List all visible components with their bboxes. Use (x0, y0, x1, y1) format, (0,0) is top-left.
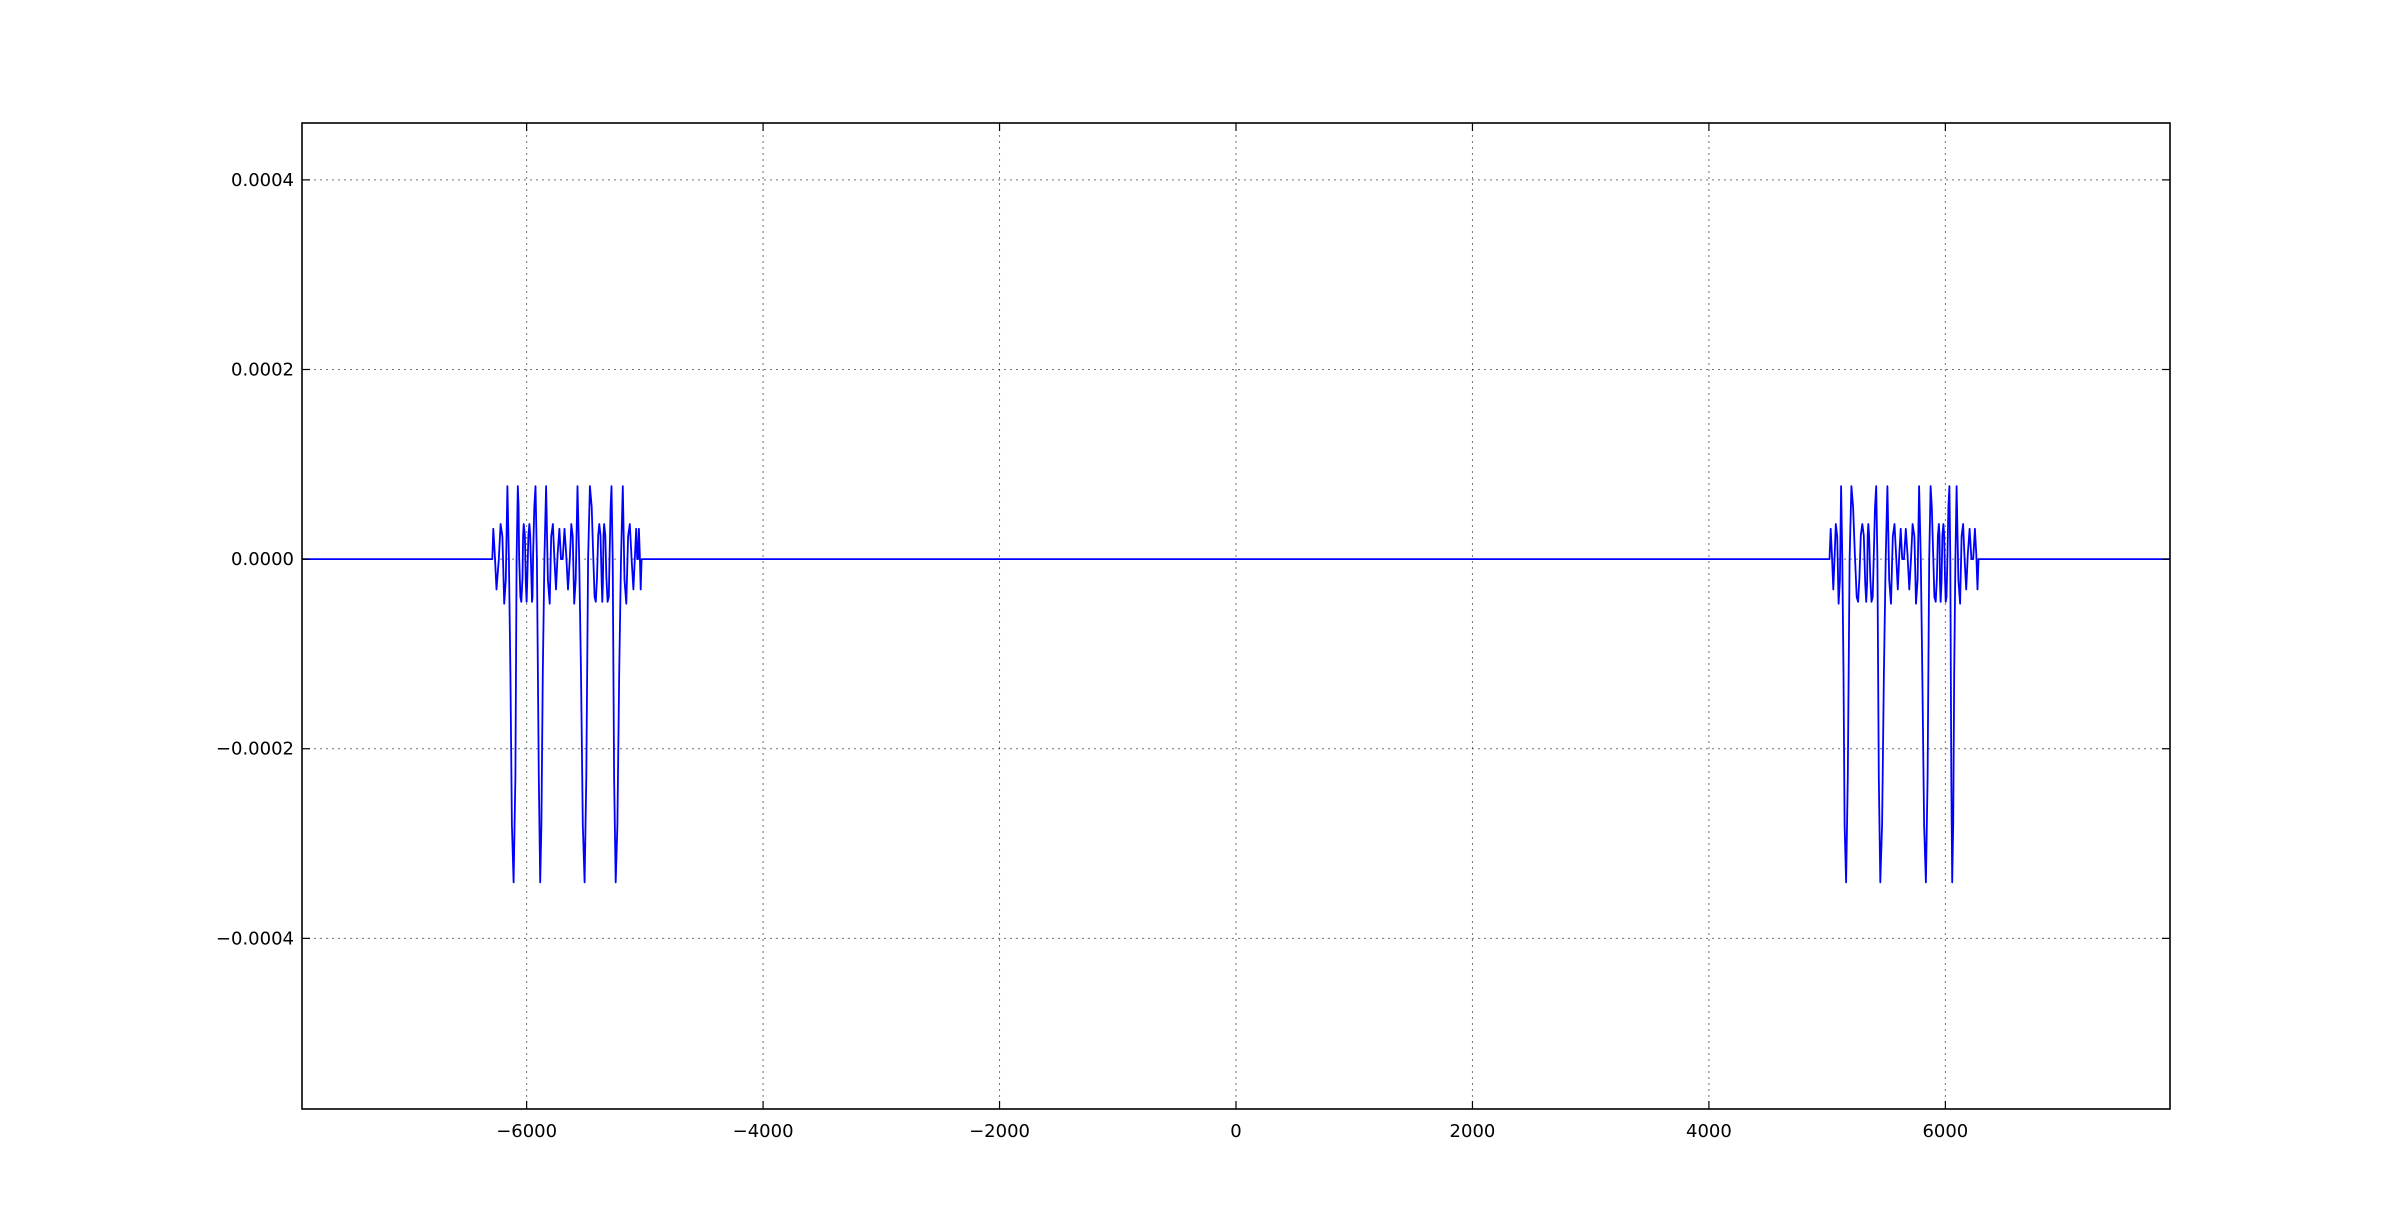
grid (302, 123, 2170, 1109)
plot-area (302, 485, 2170, 884)
series-line-0 (302, 485, 2170, 884)
x-tick-label: −6000 (496, 1121, 557, 1142)
y-tick-label: 0.0000 (231, 549, 294, 570)
x-tick-label: −2000 (969, 1121, 1030, 1142)
x-axis-tick-labels: −6000 −4000 −2000 0 2000 4000 6000 (496, 1121, 1968, 1142)
y-tick-label: −0.0004 (216, 928, 294, 949)
x-tick-label: 0 (1230, 1121, 1241, 1142)
axis-ticks (302, 123, 2170, 1109)
y-tick-label: 0.0002 (231, 360, 294, 381)
y-tick-label: −0.0002 (216, 739, 294, 760)
x-tick-label: 6000 (1922, 1121, 1968, 1142)
x-tick-label: 4000 (1686, 1121, 1732, 1142)
x-tick-label: −4000 (733, 1121, 794, 1142)
y-axis-tick-labels: 0.0004 0.0002 0.0000 −0.0002 −0.0004 (216, 170, 294, 949)
y-tick-label: 0.0004 (231, 170, 294, 191)
x-tick-label: 2000 (1450, 1121, 1496, 1142)
